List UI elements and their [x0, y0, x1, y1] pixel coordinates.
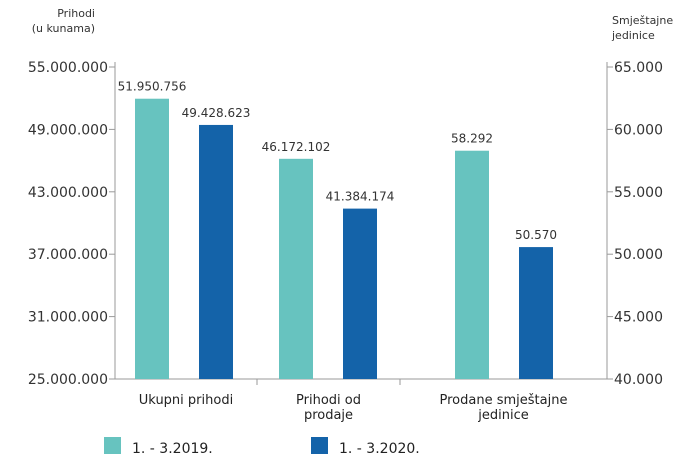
left-tick-label: 37.000.000: [28, 247, 108, 263]
left-axis-title: Prihodi: [57, 7, 95, 20]
data-label: 49.428.623: [182, 106, 251, 120]
category-label: prodaje: [304, 408, 353, 423]
legend-label: 1. - 3.2019.: [132, 441, 213, 457]
left-tick-label: 31.000.000: [28, 310, 108, 326]
right-tick-label: 40.000: [614, 372, 663, 388]
bar: [279, 158, 313, 379]
data-label: 58.292: [451, 132, 493, 146]
legend-label: 1. - 3.2020.: [339, 441, 420, 457]
data-label: 50.570: [515, 228, 557, 242]
left-tick-label: 55.000.000: [28, 60, 108, 76]
bar: [455, 150, 489, 379]
right-tick-label: 60.000: [614, 122, 663, 138]
legend-swatch: [104, 437, 121, 454]
left-tick-label: 43.000.000: [28, 185, 108, 201]
data-label: 46.172.102: [262, 140, 331, 154]
right-tick-label: 50.000: [614, 247, 663, 263]
legend-swatch: [311, 437, 328, 454]
category-label: jedinice: [477, 408, 528, 423]
category-label: Ukupni prihodi: [139, 393, 233, 408]
bar: [199, 124, 233, 379]
right-tick-label: 65.000: [614, 60, 663, 76]
category-label: Prodane smještajne: [440, 393, 568, 408]
right-axis-title: Smještajne: [612, 14, 673, 27]
category-label: Prihodi od: [296, 393, 361, 408]
data-label: 41.384.174: [326, 190, 395, 204]
data-label: 51.950.756: [118, 80, 187, 94]
right-tick-label: 55.000: [614, 185, 663, 201]
right-axis-title: jedinice: [611, 29, 655, 42]
bar: [343, 208, 377, 379]
bar: [135, 98, 169, 380]
bar: [519, 247, 553, 379]
right-tick-label: 45.000: [614, 310, 663, 326]
left-axis-title: (u kunama): [32, 22, 95, 35]
left-tick-label: 49.000.000: [28, 122, 108, 138]
left-tick-label: 25.000.000: [28, 372, 108, 388]
